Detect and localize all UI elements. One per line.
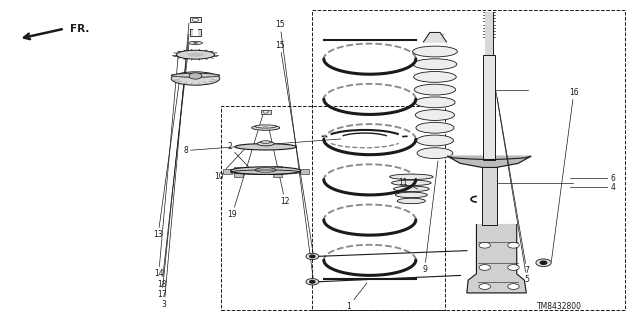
Ellipse shape (257, 141, 274, 146)
Text: 5: 5 (496, 91, 529, 284)
Bar (312, 10, 625, 310)
Text: 4: 4 (570, 183, 616, 192)
Ellipse shape (413, 71, 456, 82)
Circle shape (479, 265, 490, 270)
Polygon shape (467, 225, 526, 293)
Ellipse shape (413, 46, 458, 57)
Polygon shape (424, 33, 447, 42)
Ellipse shape (255, 125, 276, 128)
Text: 19: 19 (227, 113, 264, 219)
Bar (273, 172, 282, 177)
Bar (221, 106, 445, 310)
Bar (223, 169, 232, 174)
Text: 16: 16 (552, 88, 579, 261)
Bar (234, 167, 243, 172)
Text: 15: 15 (275, 41, 314, 255)
Text: 3: 3 (162, 23, 189, 309)
Text: 11: 11 (399, 178, 418, 189)
Circle shape (262, 124, 269, 127)
Circle shape (306, 278, 319, 285)
Circle shape (263, 111, 268, 113)
Ellipse shape (396, 192, 428, 198)
Bar (482, 167, 497, 225)
Bar (234, 172, 243, 177)
Circle shape (508, 242, 519, 248)
Circle shape (508, 284, 519, 289)
Circle shape (310, 280, 315, 283)
Ellipse shape (230, 167, 301, 174)
Bar (273, 166, 282, 171)
Text: TM8432800: TM8432800 (537, 302, 582, 311)
Text: 2: 2 (227, 142, 252, 171)
Bar (300, 169, 308, 174)
Ellipse shape (392, 180, 431, 186)
Ellipse shape (252, 125, 280, 130)
Polygon shape (448, 156, 531, 160)
Text: 8: 8 (183, 139, 341, 155)
Bar (190, 17, 200, 22)
Bar (485, 12, 493, 55)
Polygon shape (448, 156, 531, 167)
Ellipse shape (176, 50, 214, 59)
Bar (193, 29, 198, 36)
Circle shape (479, 242, 490, 248)
Ellipse shape (390, 174, 433, 180)
Circle shape (536, 259, 551, 267)
Circle shape (540, 261, 547, 264)
Text: 14: 14 (154, 57, 178, 278)
Text: 13: 13 (153, 81, 179, 239)
Circle shape (310, 255, 315, 258)
Circle shape (189, 73, 202, 79)
Text: 18: 18 (157, 44, 189, 288)
Circle shape (508, 265, 519, 270)
Ellipse shape (417, 148, 453, 159)
Text: 6: 6 (570, 174, 616, 183)
Ellipse shape (235, 144, 296, 150)
Ellipse shape (397, 198, 426, 204)
Ellipse shape (417, 135, 453, 146)
Ellipse shape (172, 73, 220, 77)
Ellipse shape (414, 84, 456, 95)
Text: FR.: FR. (70, 24, 89, 33)
Text: 10: 10 (214, 148, 246, 181)
Ellipse shape (255, 168, 276, 172)
Text: 7: 7 (497, 97, 529, 275)
Text: 9: 9 (422, 161, 438, 274)
Circle shape (192, 18, 198, 21)
Ellipse shape (415, 97, 455, 108)
Text: 15: 15 (275, 20, 314, 280)
Text: 12: 12 (269, 130, 290, 206)
Text: 17: 17 (157, 34, 189, 299)
Circle shape (306, 253, 319, 260)
Ellipse shape (394, 186, 429, 192)
Ellipse shape (260, 141, 271, 143)
Bar (260, 110, 271, 114)
Ellipse shape (413, 59, 457, 70)
Bar (189, 29, 201, 36)
Ellipse shape (172, 72, 220, 85)
Ellipse shape (187, 53, 204, 57)
Bar (483, 55, 495, 160)
Ellipse shape (416, 122, 454, 133)
Circle shape (479, 284, 490, 289)
Ellipse shape (188, 41, 202, 45)
Ellipse shape (415, 110, 454, 121)
Ellipse shape (193, 42, 198, 44)
Text: 1: 1 (346, 283, 367, 311)
